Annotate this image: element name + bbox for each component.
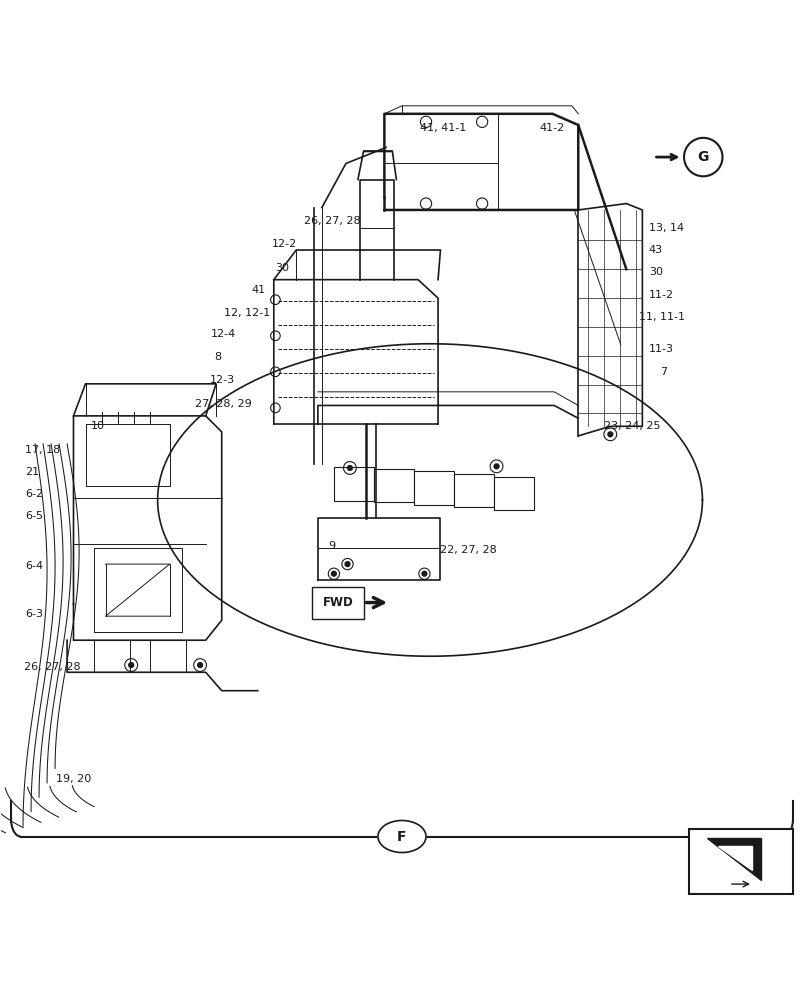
Polygon shape (718, 846, 751, 870)
Text: 12, 12-1: 12, 12-1 (224, 308, 270, 318)
FancyBboxPatch shape (312, 587, 363, 619)
Text: 26, 27, 28: 26, 27, 28 (304, 216, 361, 226)
Text: 9: 9 (328, 541, 335, 551)
Text: 19, 20: 19, 20 (55, 774, 91, 784)
Circle shape (128, 663, 133, 667)
Circle shape (422, 571, 426, 576)
Circle shape (344, 562, 349, 567)
Text: 17, 18: 17, 18 (26, 445, 60, 455)
FancyBboxPatch shape (373, 469, 414, 502)
Text: 23, 24, 25: 23, 24, 25 (603, 421, 659, 431)
Text: 41, 41-1: 41, 41-1 (419, 123, 465, 133)
Text: 12-2: 12-2 (272, 239, 297, 249)
Text: 11-3: 11-3 (648, 344, 673, 354)
Text: G: G (697, 150, 708, 164)
Text: 6-3: 6-3 (26, 609, 43, 619)
Circle shape (607, 432, 612, 437)
Ellipse shape (377, 820, 426, 853)
Text: 21: 21 (26, 467, 39, 477)
Text: 6-2: 6-2 (26, 489, 43, 499)
Circle shape (347, 466, 352, 470)
Text: FWD: FWD (322, 596, 353, 609)
Text: 26, 27, 28: 26, 27, 28 (24, 662, 80, 672)
FancyBboxPatch shape (494, 477, 533, 510)
Text: 12-4: 12-4 (211, 329, 236, 339)
Circle shape (198, 663, 202, 667)
Text: 30: 30 (275, 263, 289, 273)
Circle shape (494, 464, 499, 469)
Text: 27, 28, 29: 27, 28, 29 (195, 399, 251, 409)
Text: F: F (397, 830, 406, 844)
FancyBboxPatch shape (454, 474, 494, 507)
Text: 10: 10 (91, 421, 105, 431)
Text: 7: 7 (659, 367, 666, 377)
Text: 12-3: 12-3 (210, 375, 234, 385)
FancyBboxPatch shape (333, 467, 373, 501)
Text: 13, 14: 13, 14 (648, 223, 683, 233)
Text: 6-5: 6-5 (26, 511, 43, 521)
Text: 11, 11-1: 11, 11-1 (638, 312, 684, 322)
Circle shape (331, 571, 336, 576)
FancyBboxPatch shape (414, 471, 454, 505)
Text: 30: 30 (648, 267, 662, 277)
Text: 6-4: 6-4 (26, 561, 43, 571)
Text: 41: 41 (251, 285, 265, 295)
Text: 41-2: 41-2 (539, 123, 565, 133)
Polygon shape (707, 838, 760, 880)
Bar (688, 829, 792, 894)
Text: 43: 43 (648, 245, 662, 255)
Text: 11-2: 11-2 (648, 290, 673, 300)
Text: 8: 8 (214, 352, 222, 362)
Text: 22, 27, 28: 22, 27, 28 (440, 545, 496, 555)
